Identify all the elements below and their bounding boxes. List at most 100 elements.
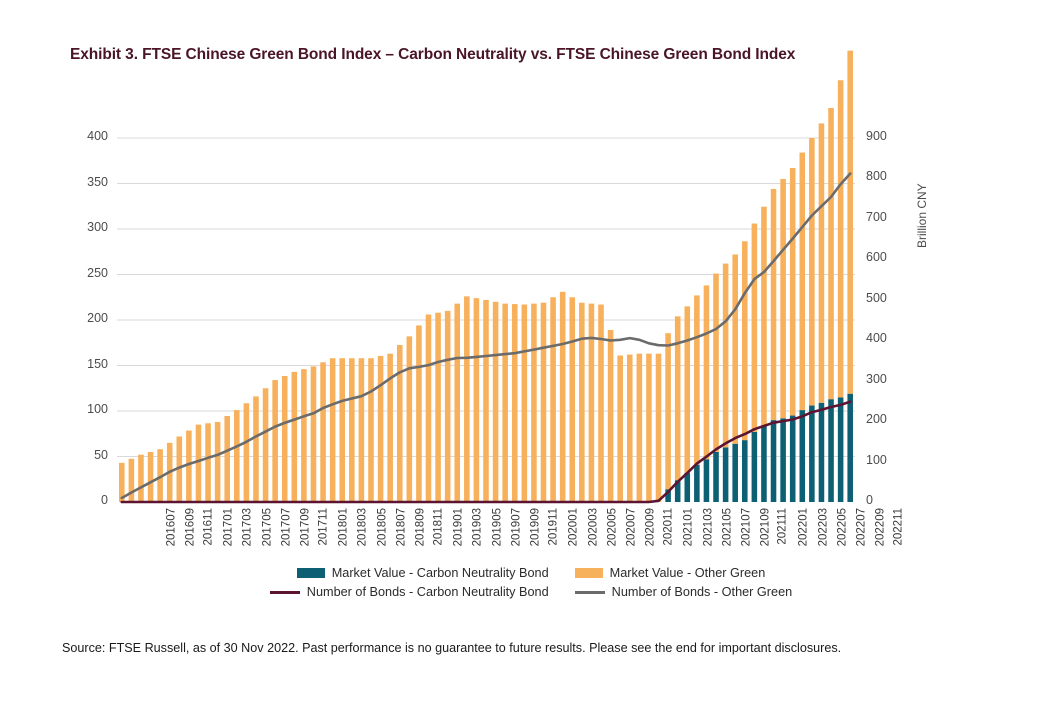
y-axis-tick-right: 500 — [866, 290, 887, 305]
bar-other-green — [588, 303, 595, 502]
legend-item-carbon-neutrality-market-value[interactable]: Market Value - Carbon Neutrality Bond — [296, 566, 549, 580]
x-axis-tick: 201803 — [356, 508, 369, 547]
bar-other-green — [368, 358, 374, 502]
legend-item-other-green-bond-count[interactable]: Number of Bonds - Other Green — [574, 585, 793, 599]
bar-carbon-neutrality — [713, 451, 719, 502]
x-axis-tick: 202201 — [797, 508, 810, 547]
bar-other-green — [770, 188, 777, 421]
bar-carbon-neutrality — [694, 464, 700, 502]
bar-other-green — [339, 358, 346, 502]
bar-other-green — [713, 273, 719, 452]
x-axis-tick: 201703 — [241, 508, 254, 547]
bar-carbon-neutrality — [703, 459, 710, 502]
bar-other-green — [828, 107, 834, 400]
x-axis-tick: 202209 — [874, 508, 887, 547]
x-axis-tick: 202011 — [662, 508, 675, 546]
bar-other-green — [128, 458, 135, 502]
legend-label-carbon-neutrality-bond-count: Number of Bonds - Carbon Neutrality Bond — [306, 585, 549, 599]
y-axis-tick-right: 700 — [866, 209, 887, 224]
legend-swatch-other-green-line — [574, 590, 605, 594]
x-axis-tick: 202009 — [644, 508, 657, 547]
x-axis-tick: 202107 — [740, 508, 753, 547]
y-axis-tick-left: 0 — [101, 493, 108, 507]
bar-other-green — [703, 285, 710, 460]
bar-other-green — [454, 303, 461, 502]
bar-other-green — [329, 358, 336, 502]
bar-carbon-neutrality — [828, 399, 834, 502]
line-other-green-bond-count — [120, 172, 852, 500]
x-axis-tick: 202111 — [776, 508, 789, 545]
bar-other-green — [741, 241, 748, 441]
x-axis-tick: 201705 — [261, 508, 273, 547]
bar-other-green — [511, 304, 518, 502]
y-axis-tick-left: 150 — [87, 356, 108, 371]
x-axis-tick: 202007 — [625, 508, 638, 547]
bar-other-green — [492, 301, 499, 502]
bar-other-green — [396, 345, 403, 502]
bar-other-green — [665, 333, 671, 490]
legend-row-lines: Number of Bonds - Carbon Neutrality Bond… — [0, 585, 1062, 599]
x-axis-tick: 201809 — [414, 508, 427, 547]
y-axis-tick-right: 400 — [866, 331, 887, 346]
bar-carbon-neutrality — [818, 402, 825, 502]
bar-other-green — [186, 430, 192, 502]
x-axis-tick: 202203 — [816, 508, 829, 547]
bar-other-green — [617, 355, 623, 502]
bar-other-green — [176, 436, 183, 502]
bar-carbon-neutrality — [732, 443, 738, 502]
bar-carbon-neutrality — [799, 410, 806, 502]
bar-other-green — [435, 312, 441, 502]
y-axis-tick-right: 200 — [866, 412, 887, 427]
y-axis-tick-right: 800 — [866, 169, 887, 184]
bar-other-green — [444, 310, 451, 502]
bar-other-green — [636, 353, 643, 502]
bar-other-green — [837, 80, 844, 398]
bar-other-green — [234, 410, 240, 502]
bar-other-green — [847, 50, 853, 394]
x-axis-tick: 201811 — [432, 508, 445, 546]
source-note: Source: FTSE Russell, as of 30 Nov 2022.… — [62, 641, 842, 655]
x-axis-tick: 202211 — [892, 508, 905, 546]
bar-other-green — [406, 336, 413, 502]
bar-other-green — [646, 353, 652, 502]
legend-label-other-green-bond-count: Number of Bonds - Other Green — [611, 585, 793, 599]
bar-other-green — [598, 304, 604, 502]
y-axis-tick-left: 50 — [94, 447, 108, 462]
bar-other-green — [684, 306, 691, 473]
bar-carbon-neutrality — [847, 393, 853, 502]
x-axis-tick: 201707 — [280, 508, 293, 547]
x-axis-tick: 201607 — [165, 508, 178, 547]
bar-other-green — [243, 403, 250, 502]
bar-other-green — [157, 449, 163, 502]
bar-other-green — [291, 371, 298, 502]
bar-other-green — [559, 291, 566, 502]
bar-other-green — [780, 178, 786, 419]
bar-other-green — [751, 223, 758, 432]
x-axis-tick: 201711 — [317, 508, 330, 546]
bar-other-green — [224, 416, 231, 502]
bar-other-green — [119, 462, 125, 502]
bar-carbon-neutrality — [684, 472, 691, 502]
bar-other-green — [281, 375, 288, 502]
x-axis-tick: 202003 — [586, 508, 599, 547]
bar-other-green — [732, 254, 738, 444]
x-axis-tick: 201609 — [184, 508, 197, 547]
bar-carbon-neutrality — [761, 426, 767, 502]
legend-item-carbon-neutrality-bond-count[interactable]: Number of Bonds - Carbon Neutrality Bond — [269, 585, 549, 599]
legend-swatch-carbon-neutrality-line — [269, 590, 300, 594]
bar-carbon-neutrality — [837, 397, 844, 502]
bar-other-green — [272, 380, 278, 502]
bar-other-green — [694, 295, 700, 465]
bar-other-green — [579, 302, 585, 502]
bar-other-green — [205, 423, 211, 502]
legend-swatch-carbon-neutrality-bar — [296, 568, 325, 578]
bar-other-green — [147, 451, 154, 502]
legend-item-other-green-market-value[interactable]: Market Value - Other Green — [574, 566, 765, 580]
bar-other-green — [483, 299, 489, 502]
bar-other-green — [387, 353, 393, 502]
bar-other-green — [416, 325, 422, 502]
bar-other-green — [655, 353, 662, 502]
bar-carbon-neutrality — [722, 447, 729, 502]
